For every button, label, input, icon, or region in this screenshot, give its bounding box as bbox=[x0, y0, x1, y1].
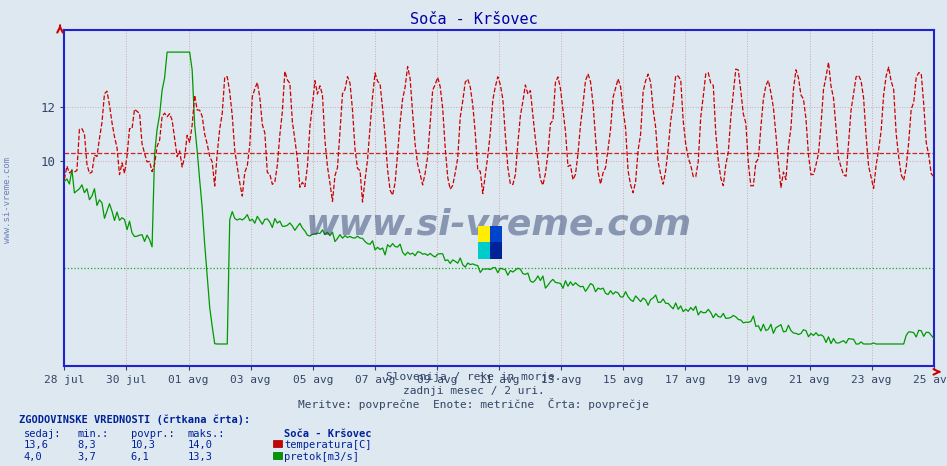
Text: temperatura[C]: temperatura[C] bbox=[284, 440, 371, 450]
Text: Meritve: povprečne  Enote: metrične  Črta: povprečje: Meritve: povprečne Enote: metrične Črta:… bbox=[298, 398, 649, 410]
Text: sedaj:: sedaj: bbox=[24, 429, 62, 439]
Bar bbox=[478, 242, 491, 259]
Text: Slovenija / reke in morje.: Slovenija / reke in morje. bbox=[385, 372, 562, 382]
Text: 8,3: 8,3 bbox=[78, 440, 97, 450]
Text: povpr.:: povpr.: bbox=[131, 429, 174, 439]
Bar bbox=[478, 226, 491, 242]
Text: 14,0: 14,0 bbox=[188, 440, 212, 450]
Text: 3,7: 3,7 bbox=[78, 452, 97, 462]
Text: pretok[m3/s]: pretok[m3/s] bbox=[284, 452, 359, 462]
Bar bbox=[491, 242, 502, 259]
Text: maks.:: maks.: bbox=[188, 429, 225, 439]
Text: 13,6: 13,6 bbox=[24, 440, 48, 450]
Bar bbox=[491, 226, 502, 242]
Text: 6,1: 6,1 bbox=[131, 452, 150, 462]
Text: Soča - Kršovec: Soča - Kršovec bbox=[284, 429, 371, 439]
Text: 13,3: 13,3 bbox=[188, 452, 212, 462]
Text: Soča - Kršovec: Soča - Kršovec bbox=[410, 12, 537, 27]
Text: zadnji mesec / 2 uri.: zadnji mesec / 2 uri. bbox=[402, 386, 545, 396]
Text: 10,3: 10,3 bbox=[131, 440, 155, 450]
Text: 4,0: 4,0 bbox=[24, 452, 43, 462]
Text: www.si-vreme.com: www.si-vreme.com bbox=[3, 158, 12, 243]
Text: www.si-vreme.com: www.si-vreme.com bbox=[306, 208, 692, 242]
Text: min.:: min.: bbox=[78, 429, 109, 439]
Text: ZGODOVINSKE VREDNOSTI (črtkana črta):: ZGODOVINSKE VREDNOSTI (črtkana črta): bbox=[19, 415, 250, 425]
